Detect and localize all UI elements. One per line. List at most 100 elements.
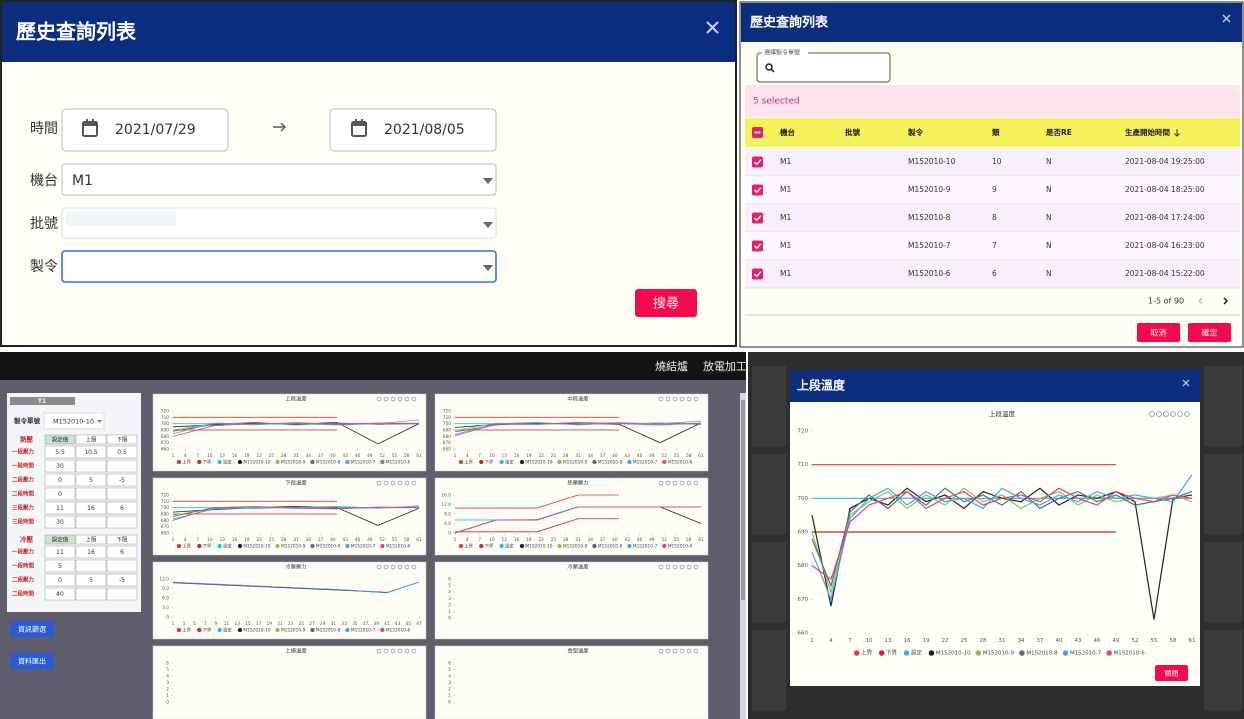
legend-marker[interactable]	[176, 627, 182, 633]
toolbar-icon[interactable]	[404, 564, 410, 570]
toolbar-icon[interactable]	[397, 564, 403, 570]
row-checkbox[interactable]	[752, 268, 763, 280]
toolbar-icon[interactable]	[397, 396, 403, 402]
toolbar-icon[interactable]	[658, 480, 664, 486]
toolbar-icon[interactable]	[693, 564, 699, 570]
toolbar-icon[interactable]	[376, 396, 382, 402]
legend-marker[interactable]	[592, 543, 597, 549]
toolbar-icon[interactable]	[411, 480, 417, 486]
legend-marker[interactable]	[592, 459, 597, 465]
legend-marker[interactable]	[1106, 650, 1112, 656]
toolbar-icon[interactable]	[679, 564, 685, 570]
legend-marker[interactable]	[662, 459, 667, 465]
toolbar-icon[interactable]	[376, 648, 382, 654]
legend-marker[interactable]	[479, 459, 484, 465]
legend-marker[interactable]	[275, 627, 280, 633]
order-search-field[interactable]	[756, 52, 891, 83]
toolbar-icon[interactable]	[1170, 411, 1176, 417]
toolbar-icon[interactable]	[383, 480, 389, 486]
legend-marker[interactable]	[662, 543, 667, 549]
prev-page[interactable]	[1198, 297, 1203, 305]
close-button[interactable]	[1155, 665, 1188, 681]
legend-marker[interactable]	[975, 650, 982, 656]
order-select[interactable]	[43, 412, 105, 430]
toolbar-icon[interactable]	[679, 396, 685, 402]
toolbar-icon[interactable]	[658, 396, 664, 402]
legend-marker[interactable]	[197, 459, 202, 465]
legend-marker[interactable]	[275, 543, 280, 549]
search-button[interactable]	[635, 289, 697, 317]
legend-marker[interactable]	[237, 627, 243, 633]
toolbar-icon[interactable]	[411, 648, 417, 654]
legend-marker[interactable]	[310, 627, 315, 633]
machine-select[interactable]	[61, 163, 497, 196]
action-button[interactable]	[10, 653, 54, 669]
toolbar-icon[interactable]	[693, 648, 699, 654]
toolbar-icon[interactable]	[1156, 411, 1162, 417]
legend-marker[interactable]	[878, 650, 885, 656]
toolbar-icon[interactable]	[672, 564, 678, 570]
toolbar-icon[interactable]	[679, 480, 685, 486]
toolbar-icon[interactable]	[390, 564, 396, 570]
toolbar-icon[interactable]	[397, 480, 403, 486]
legend-marker[interactable]	[519, 459, 525, 465]
row-checkbox[interactable]	[752, 184, 763, 196]
legend-marker[interactable]	[1062, 650, 1069, 656]
toolbar-icon[interactable]	[383, 564, 389, 570]
legend-marker[interactable]	[176, 543, 182, 549]
toolbar-icon[interactable]	[686, 480, 692, 486]
legend-marker[interactable]	[237, 459, 243, 465]
legend-marker[interactable]	[345, 459, 350, 465]
legend-marker[interactable]	[217, 459, 222, 465]
legend-marker[interactable]	[237, 543, 243, 549]
legend-marker[interactable]	[499, 459, 504, 465]
legend-marker[interactable]	[1019, 650, 1025, 656]
legend-marker[interactable]	[458, 543, 464, 549]
legend-marker[interactable]	[519, 543, 525, 549]
legend-marker[interactable]	[345, 543, 350, 549]
legend-marker[interactable]	[380, 459, 385, 465]
legend-marker[interactable]	[557, 543, 562, 549]
toolbar-icon[interactable]	[390, 396, 396, 402]
legend-marker[interactable]	[310, 543, 315, 549]
toolbar-icon[interactable]	[1177, 411, 1183, 417]
legend-marker[interactable]	[458, 459, 464, 465]
toolbar-icon[interactable]	[404, 648, 410, 654]
legend-marker[interactable]	[217, 543, 222, 549]
toolbar-icon[interactable]	[404, 480, 410, 486]
legend-marker[interactable]	[627, 459, 632, 465]
legend-marker[interactable]	[310, 459, 315, 465]
nav-item[interactable]: 放電加工	[703, 359, 747, 373]
legend-marker[interactable]	[345, 627, 350, 633]
legend-marker[interactable]	[380, 543, 385, 549]
toolbar-icon[interactable]	[665, 648, 671, 654]
close-icon[interactable]	[706, 21, 719, 34]
legend-marker[interactable]	[499, 543, 504, 549]
toolbar-icon[interactable]	[658, 648, 664, 654]
toolbar-icon[interactable]	[672, 648, 678, 654]
legend-marker[interactable]	[217, 627, 222, 633]
legend-marker[interactable]	[557, 459, 562, 465]
date-from-field[interactable]	[61, 108, 229, 152]
toolbar-icon[interactable]	[376, 564, 382, 570]
legend-marker[interactable]	[928, 650, 935, 656]
close-icon[interactable]	[1182, 379, 1190, 387]
toolbar-icon[interactable]	[383, 648, 389, 654]
legend-marker[interactable]	[197, 543, 202, 549]
toolbar-icon[interactable]	[1149, 411, 1155, 417]
cancel-button[interactable]	[1137, 323, 1180, 342]
row-checkbox[interactable]	[752, 240, 763, 252]
legend-marker[interactable]	[275, 459, 280, 465]
toolbar-icon[interactable]	[411, 564, 417, 570]
legend-marker[interactable]	[176, 459, 182, 465]
toolbar-icon[interactable]	[679, 648, 685, 654]
toolbar-icon[interactable]	[390, 480, 396, 486]
next-page[interactable]	[1223, 297, 1229, 305]
toolbar-icon[interactable]	[672, 480, 678, 486]
legend-marker[interactable]	[854, 650, 860, 656]
toolbar-icon[interactable]	[390, 648, 396, 654]
toolbar-icon[interactable]	[376, 480, 382, 486]
toolbar-icon[interactable]	[404, 396, 410, 402]
toolbar-icon[interactable]	[686, 396, 692, 402]
toolbar-icon[interactable]	[686, 648, 692, 654]
